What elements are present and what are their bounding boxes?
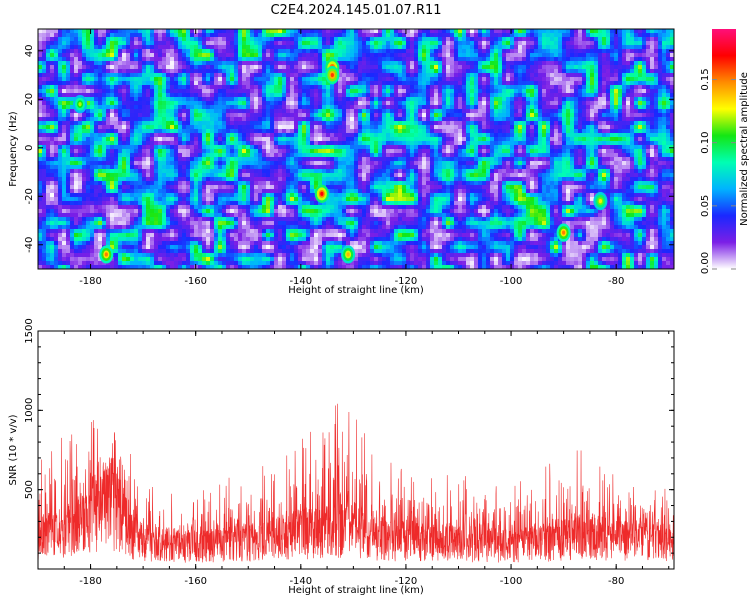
spectrogram-cells bbox=[38, 29, 675, 270]
snr-x-label: Height of straight line (km) bbox=[288, 585, 424, 596]
spectrogram-panel: -180 -160 -140 -120 -100 -80 -40 -20 0 20 40 Heigh… bbox=[8, 28, 675, 296]
x-tick-label: -100 bbox=[500, 276, 523, 287]
y-tick-label: 0 bbox=[24, 145, 35, 151]
x-tick-label: -80 bbox=[608, 276, 624, 287]
x-tick-label: -160 bbox=[184, 276, 207, 287]
hotspot-mark bbox=[330, 72, 334, 78]
x-tick-label: -140 bbox=[289, 576, 312, 587]
hotspot-mark bbox=[598, 199, 603, 204]
colorbar: 0.00 0.05 0.10 0.15 Normalized spectral amp… bbox=[700, 29, 750, 274]
y-tick-label: 40 bbox=[24, 44, 35, 57]
spectrogram-y-label: Frequency (Hz) bbox=[8, 111, 19, 187]
colorbar-tick-label: 0.05 bbox=[700, 195, 711, 217]
x-tick-label: -160 bbox=[184, 576, 207, 587]
figure-title: C2E4.2024.145.01.07.R11 bbox=[270, 3, 441, 18]
colorbar-gradient bbox=[712, 29, 736, 269]
spectrogram-hotspots bbox=[73, 58, 608, 264]
y-tick-label: 20 bbox=[24, 93, 35, 106]
y-tick-label: 1500 bbox=[24, 318, 35, 343]
snr-frame bbox=[37, 330, 675, 570]
snr-ticks: -180 -160 -140 -120 -100 -80 500 1000 1500 bbox=[24, 318, 674, 587]
x-tick-label: -180 bbox=[79, 276, 102, 287]
colorbar-label: Normalized spectral amplitude bbox=[739, 72, 750, 226]
colorbar-tick-label: 0.10 bbox=[700, 132, 711, 154]
snr-series-line bbox=[37, 403, 675, 563]
colorbar-ticks: 0.00 0.05 0.10 0.15 bbox=[700, 68, 736, 274]
hotspot-mark bbox=[562, 230, 566, 235]
spectrogram-frame bbox=[37, 28, 675, 270]
colorbar-tick-label: 0.00 bbox=[700, 252, 711, 274]
x-tick-label: -180 bbox=[79, 576, 102, 587]
x-tick-label: -120 bbox=[395, 276, 418, 287]
x-tick-label: -100 bbox=[500, 576, 523, 587]
hotspot-mark bbox=[78, 102, 82, 107]
spectrogram-ticks: -180 -160 -140 -120 -100 -80 -40 -20 0 20 40 bbox=[24, 29, 674, 287]
y-tick-label: -40 bbox=[24, 237, 35, 253]
x-tick-label: -140 bbox=[289, 276, 312, 287]
hotspot-mark bbox=[346, 252, 350, 257]
y-tick-label: 1000 bbox=[24, 398, 35, 423]
x-tick-label: -120 bbox=[395, 576, 418, 587]
snr-y-label: SNR (10 * v/v) bbox=[8, 414, 19, 485]
x-tick-label: -80 bbox=[608, 576, 624, 587]
y-tick-label: -20 bbox=[24, 188, 35, 204]
spectrogram-x-label: Height of straight line (km) bbox=[288, 285, 424, 296]
hotspot-mark bbox=[104, 252, 108, 257]
y-tick-label: 500 bbox=[24, 480, 35, 499]
hotspot-mark bbox=[320, 191, 324, 196]
colorbar-tick-label: 0.15 bbox=[700, 68, 711, 90]
snr-panel: -180 -160 -140 -120 -100 -80 500 1000 1500 Heigh… bbox=[8, 318, 675, 596]
